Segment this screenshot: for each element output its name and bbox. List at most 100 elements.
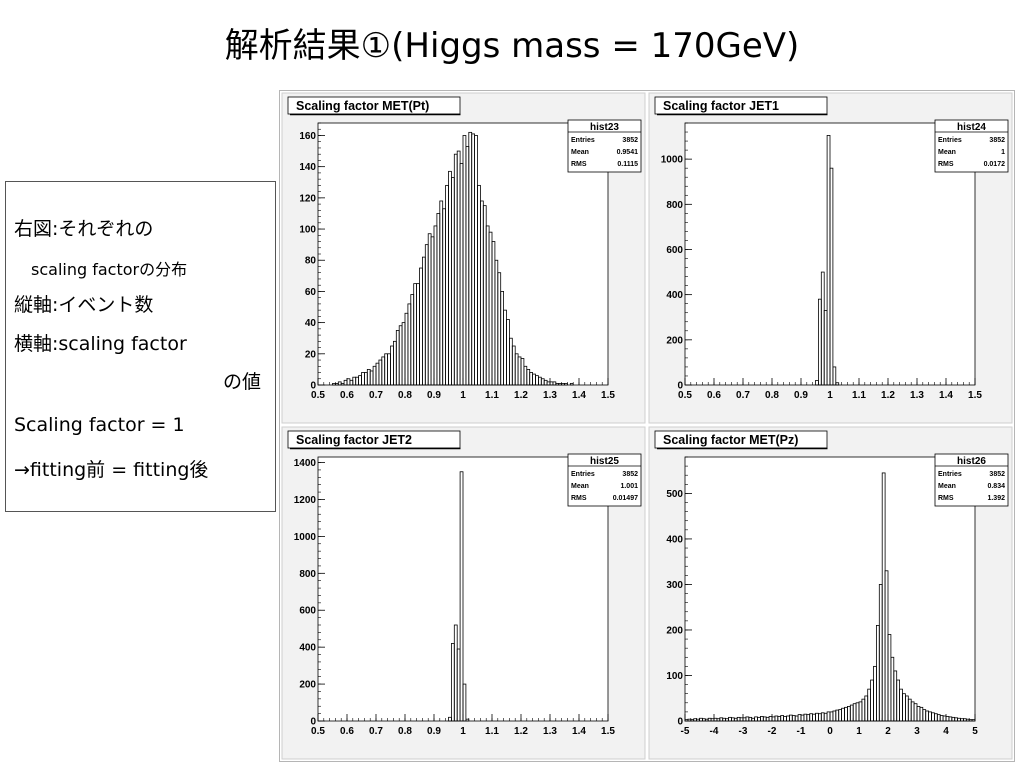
x-tick-label: 0.6 [340,390,354,401]
y-tick-label: 600 [299,606,316,617]
y-tick-label: 60 [305,287,317,298]
x-tick-label: 1.2 [514,726,528,737]
stats-entries-value: 3852 [622,137,638,144]
y-tick-label: 0 [677,381,683,392]
plot-frame [684,456,976,722]
x-tick-label: -4 [710,726,719,737]
y-tick-label: 20 [305,349,317,360]
stats-rms-label: RMS [938,161,954,168]
y-tick-label: 100 [666,671,683,682]
histogram-title: Scaling factor MET(Pt) [296,99,429,113]
x-tick-label: 1.1 [485,390,499,401]
stats-mean-label: Mean [938,483,956,490]
x-tick-label: 1.2 [881,390,895,401]
stats-entries-value: 3852 [989,471,1005,478]
x-tick-label: 1.1 [485,726,499,737]
x-tick-label: 1.3 [543,726,557,737]
histogram-bin [569,383,574,386]
stats-box [567,119,642,173]
stats-mean-label: Mean [938,149,956,156]
stats-rms-label: RMS [571,495,587,502]
stats-mean-value: 0.9541 [617,149,639,156]
histogram-bins [815,135,840,386]
stats-mean-label: Mean [571,483,589,490]
y-tick-label: 600 [666,245,683,256]
x-tick-label: 0.6 [707,390,721,401]
y-tick-label: 120 [299,193,316,204]
notes-line-5: の値 [222,371,261,393]
x-tick-label: 0 [827,726,833,737]
x-tick-label: 1.3 [543,390,557,401]
histogram-bin [465,718,470,722]
y-tick-label: 200 [299,680,316,691]
notes-line-7: →fitting前 = fitting後 [14,459,209,481]
notes-line-4: 横軸:scaling factor [14,333,187,355]
y-tick-label: 100 [299,225,316,236]
histogram-bin [459,471,464,722]
x-tick-label: -3 [739,726,748,737]
y-tick-label: 160 [299,131,316,142]
stats-name: hist26 [957,456,986,467]
y-tick-label: 0 [677,717,683,728]
x-tick-label: 5 [972,726,978,737]
notes-line-6: Scaling factor = 1 [14,414,185,436]
histogram-pad-4: -5 -4 -3 -2 -1 0 1 2 3 4 5 0 100 200 300 400 500 Scaling … [648,426,1013,760]
x-tick-label: -5 [681,726,690,737]
x-tick-label: 1.2 [514,390,528,401]
x-tick-label: 0.8 [398,390,412,401]
histogram-bins [448,471,470,722]
x-tick-label: 1.5 [601,726,615,737]
y-tick-label: 400 [666,290,683,301]
y-tick-label: 300 [666,580,683,591]
stats-rms-value: 0.0172 [984,161,1006,168]
x-tick-label: 4 [943,726,949,737]
histogram-bin [462,683,467,722]
x-tick-label: 3 [914,726,920,737]
stats-name: hist23 [590,122,619,133]
slide-title: 解析結果①(Higgs mass = 170GeV) [224,26,800,66]
y-tick-label: 80 [305,256,317,267]
histogram-bin [829,167,834,386]
x-tick-label: 1 [460,390,466,401]
x-tick-label: 0.5 [678,390,692,401]
x-tick-label: 0.7 [736,390,750,401]
x-tick-label: 0.7 [369,726,383,737]
histogram-bin [835,382,840,386]
stats-mean-value: 0.834 [987,483,1005,490]
x-tick-label: 0.9 [794,390,808,401]
x-tick-label: 1.3 [910,390,924,401]
x-tick-label: 1 [856,726,862,737]
stats-rms-label: RMS [938,495,954,502]
histogram-title: Scaling factor MET(Pz) [663,433,798,447]
x-tick-label: 1.4 [939,390,953,401]
notes-line-1: 右図:それぞれの [14,218,154,240]
x-tick-label: 1.4 [572,726,586,737]
stats-mean-value: 1.001 [620,483,638,490]
x-tick-label: 1 [460,726,466,737]
stats-entries-label: Entries [938,137,962,144]
histogram-canvas: 0.5 0.6 0.7 0.8 0.9 1 1.1 1.2 1.3 1.4 1.5020406080… [281,92,1013,760]
x-tick-label: 2 [885,726,891,737]
x-tick-label: 1.4 [572,390,586,401]
x-tick-label: 0.9 [427,390,441,401]
histogram-title: Scaling factor JET2 [296,433,412,447]
stats-entries-label: Entries [571,137,595,144]
histogram-bin [564,383,568,386]
stats-mean-label: Mean [571,149,589,156]
stats-entries-label: Entries [571,471,595,478]
y-tick-label: 1400 [294,458,317,469]
x-tick-label: 0.9 [427,726,441,737]
stats-entries-value: 3852 [622,471,638,478]
stats-rms-label: RMS [571,161,587,168]
x-tick-label: 1.1 [852,390,866,401]
y-tick-label: 1000 [661,155,684,166]
stats-box [567,453,642,507]
x-tick-label: 1.5 [968,390,982,401]
y-tick-label: 800 [299,569,316,580]
notes-line-3: 縦軸:イベント数 [14,294,154,316]
stats-name: hist24 [957,122,986,133]
notes-line-2: scaling factorの分布 [31,260,188,279]
y-tick-label: 400 [666,534,683,545]
notes-box: 右図:それぞれの scaling factorの分布 縦軸:イベント数 横軸:s… [5,181,276,512]
stats-rms-value: 0.01497 [613,495,638,502]
